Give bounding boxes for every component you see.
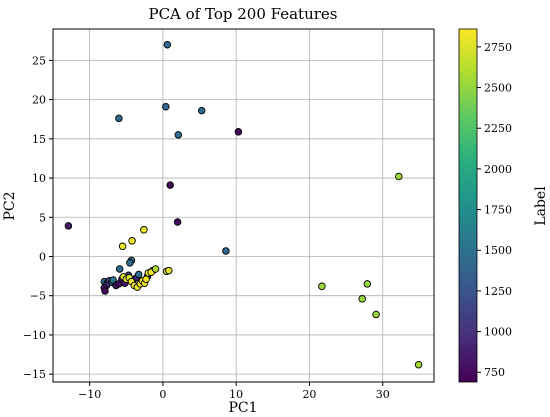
x-axis-ticks: −10 0 10 20 30 [78, 382, 390, 401]
y-axis-ticks: −15 −10 −5 0 5 10 15 20 25 [23, 54, 53, 381]
scatter-point [115, 114, 123, 123]
x-tick-label: 20 [302, 388, 316, 401]
scatter-point [197, 106, 206, 115]
y-tick-label: 20 [32, 94, 46, 107]
colorbar-tick-label: 1250 [484, 285, 512, 298]
scatter-point [163, 40, 172, 49]
scatter-point [318, 282, 326, 291]
scatter-point [142, 275, 150, 283]
colorbar [458, 28, 478, 383]
scatter-point [234, 128, 243, 136]
scatter-point [162, 102, 170, 111]
x-tick-label: 30 [376, 388, 390, 401]
colorbar-label: Label [533, 186, 549, 226]
scatter-point [134, 270, 143, 279]
x-tick-label: −10 [78, 388, 101, 401]
scatter-point [165, 266, 173, 275]
scatter-point [115, 265, 124, 273]
scatter-point [358, 295, 366, 303]
scatter-point [101, 287, 109, 295]
x-tick-label: 0 [159, 388, 166, 401]
scatter-point [166, 181, 174, 189]
x-tick-label: 10 [229, 388, 243, 401]
y-tick-label: 15 [32, 133, 46, 146]
scatter-point [174, 131, 183, 139]
plot-frame [52, 28, 435, 383]
colorbar-tick-label: 2750 [484, 41, 512, 54]
colorbar-tick-label: 1500 [484, 244, 512, 257]
scatter-point [414, 360, 423, 369]
y-tick-label: 10 [32, 172, 46, 185]
y-tick-label: −5 [30, 290, 46, 303]
scatter-point [395, 172, 403, 181]
x-axis-label: PC1 [228, 400, 257, 416]
scatter-point [128, 237, 136, 245]
y-axis-label: PC2 [2, 191, 18, 220]
y-tick-label: −10 [23, 329, 46, 342]
colorbar-tick-label: 1000 [484, 326, 512, 339]
y-tick-label: 25 [32, 54, 46, 67]
colorbar-tick-label: 2250 [484, 122, 512, 135]
scatter-point [140, 226, 148, 234]
scatter-point [173, 218, 182, 226]
scatter-point [118, 242, 127, 251]
grid [53, 29, 434, 382]
colorbar-tick-label: 1750 [484, 204, 512, 217]
colorbar-tick-label: 2000 [484, 163, 512, 176]
data-points [64, 40, 423, 369]
colorbar-tick-label: 2500 [484, 82, 512, 95]
scatter-point [151, 265, 160, 273]
y-tick-label: −15 [23, 368, 46, 381]
scatter-point [372, 310, 380, 319]
scatter-point [222, 247, 230, 255]
colorbar-tick-label: 750 [484, 366, 505, 379]
chart-title: PCA of Top 200 Features [148, 5, 337, 23]
scatter-point [363, 280, 372, 288]
y-tick-label: 5 [39, 211, 46, 224]
y-tick-label: 0 [39, 250, 46, 263]
scatter-point [64, 222, 73, 230]
scatter-point [126, 259, 134, 267]
colorbar-ticks: 750 1000 1250 1500 1750 2000 2250 2500 2750 [477, 41, 512, 379]
